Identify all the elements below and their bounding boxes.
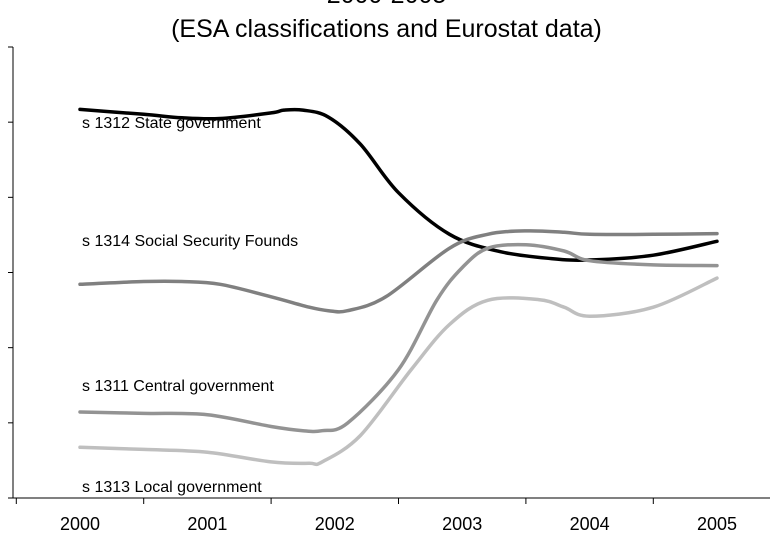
x-tick-label: 2002 [315,514,355,534]
series-label-4: s 1313 Local government [82,479,262,496]
x-tick-label: 2000 [60,514,100,534]
series-line-1 [78,107,719,262]
chart-axes [8,46,770,504]
x-tick-label: 2005 [697,514,737,534]
x-tick-labels: 2000 2001 2002 2003 2004 2005 [60,514,737,534]
x-tick-label: 2003 [442,514,482,534]
series-label-3: s 1311 Central government [82,378,274,395]
x-tick-label: 2004 [570,514,610,534]
series-line-2 [78,229,719,314]
series-line-4 [78,276,719,467]
x-tick-label: 2001 [187,514,227,534]
chart-title: 2000-2005 [0,0,773,10]
series-line-3 [78,242,719,434]
chart-subtitle: (ESA classifications and Eurostat data) [171,15,602,43]
series-label-1: s 1312 State government [82,115,261,132]
series-label-2: s 1314 Social Security Founds [82,233,298,250]
series-labels: s 1312 State government s 1314 Social Sec… [82,115,298,496]
series-lines [78,107,719,467]
